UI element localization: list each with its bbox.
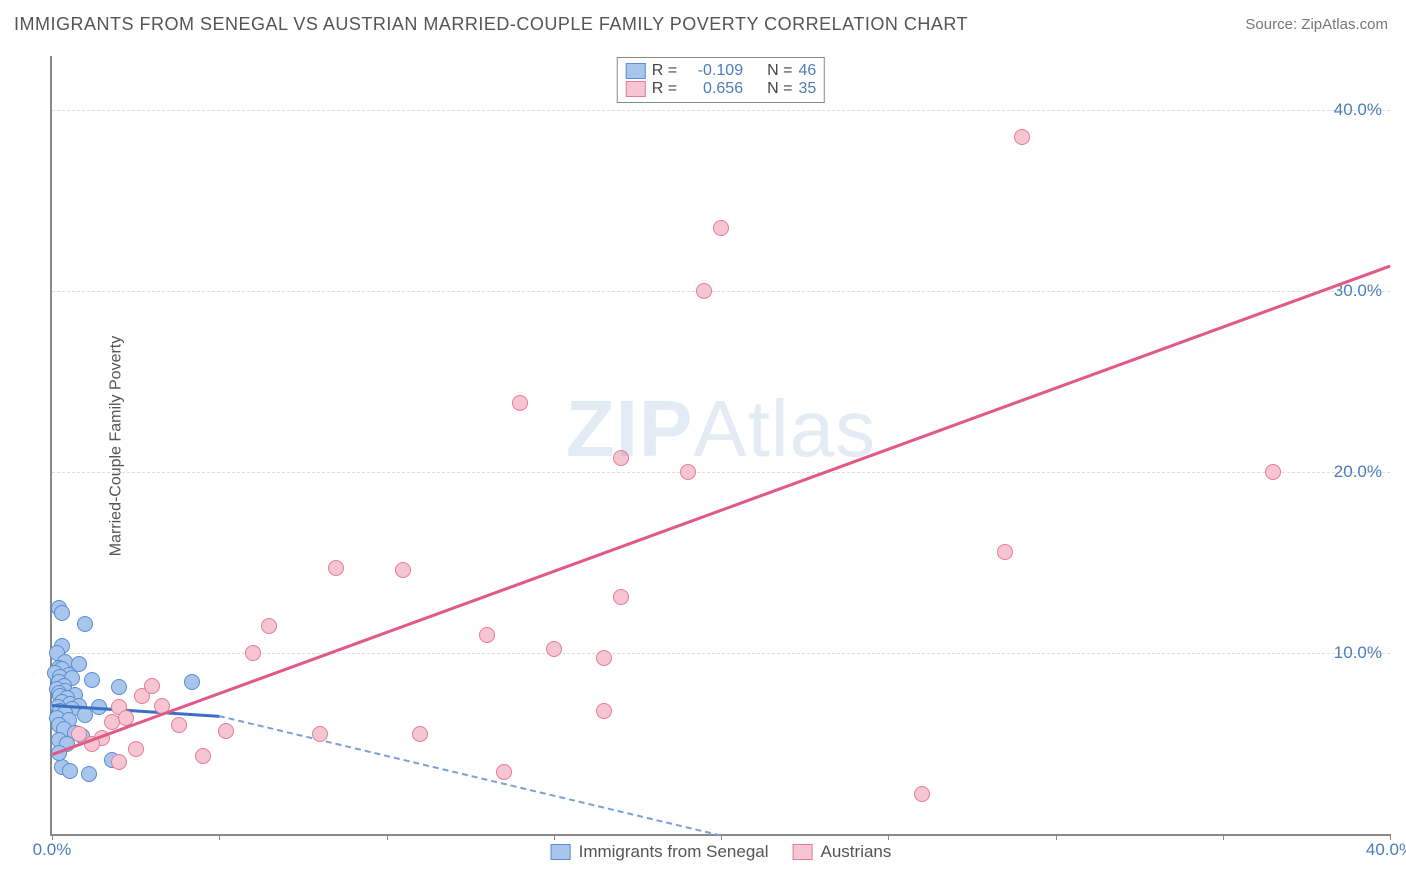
chart-container: IMMIGRANTS FROM SENEGAL VS AUSTRIAN MARR…: [0, 0, 1406, 892]
source-attribution: Source: ZipAtlas.com: [1245, 16, 1388, 33]
data-point-senegal: [111, 679, 127, 695]
data-point-austrians: [218, 723, 234, 739]
x-tick-mark: [387, 834, 388, 840]
series-legend-item: Immigrants from Senegal: [551, 842, 769, 862]
chart-title: IMMIGRANTS FROM SENEGAL VS AUSTRIAN MARR…: [14, 14, 968, 35]
data-point-austrians: [328, 560, 344, 576]
data-point-austrians: [479, 627, 495, 643]
x-tick-mark: [1056, 834, 1057, 840]
gridline: [52, 472, 1390, 473]
data-point-austrians: [596, 650, 612, 666]
data-point-austrians: [596, 703, 612, 719]
legend-swatch: [626, 63, 646, 79]
data-point-austrians: [104, 714, 120, 730]
data-point-austrians: [613, 589, 629, 605]
data-point-austrians: [997, 544, 1013, 560]
series-legend-item: Austrians: [793, 842, 892, 862]
data-point-austrians: [613, 450, 629, 466]
data-point-austrians: [713, 220, 729, 236]
series-legend-label: Immigrants from Senegal: [579, 842, 769, 862]
source-prefix: Source:: [1245, 16, 1301, 33]
y-tick-label: 20.0%: [1334, 462, 1382, 482]
x-tick-mark: [888, 834, 889, 840]
data-point-austrians: [412, 726, 428, 742]
x-tick-mark: [219, 834, 220, 840]
data-point-senegal: [77, 616, 93, 632]
data-point-austrians: [261, 618, 277, 634]
data-point-senegal: [81, 766, 97, 782]
x-tick-label: 0.0%: [33, 840, 72, 860]
correlation-legend-row: R = -0.109 N = 46: [626, 62, 816, 80]
data-point-austrians: [128, 741, 144, 757]
trend-line: [52, 264, 1391, 755]
x-tick-mark: [52, 834, 53, 840]
data-point-austrians: [171, 717, 187, 733]
data-point-senegal: [84, 672, 100, 688]
data-point-austrians: [312, 726, 328, 742]
legend-n-value: 35: [798, 80, 816, 98]
series-legend-label: Austrians: [821, 842, 892, 862]
data-point-austrians: [680, 464, 696, 480]
correlation-legend-row: R = 0.656 N = 35: [626, 80, 816, 98]
gridline: [52, 291, 1390, 292]
legend-n-label: N =: [767, 80, 792, 98]
x-tick-mark: [1223, 834, 1224, 840]
legend-swatch: [793, 844, 813, 860]
data-point-austrians: [1265, 464, 1281, 480]
legend-r-label: R =: [652, 62, 677, 80]
legend-r-value: 0.656: [683, 80, 743, 98]
plot-inner: 10.0%20.0%30.0%40.0%0.0%40.0%: [52, 56, 1390, 834]
y-tick-label: 40.0%: [1334, 100, 1382, 120]
data-point-austrians: [195, 748, 211, 764]
x-tick-label: 40.0%: [1366, 840, 1406, 860]
data-point-austrians: [144, 678, 160, 694]
source-name: ZipAtlas.com: [1301, 16, 1388, 33]
legend-n-value: 46: [798, 62, 816, 80]
data-point-austrians: [546, 641, 562, 657]
data-point-austrians: [111, 754, 127, 770]
data-point-austrians: [696, 283, 712, 299]
y-tick-label: 10.0%: [1334, 643, 1382, 663]
x-tick-mark: [721, 834, 722, 840]
data-point-senegal: [184, 674, 200, 690]
legend-r-value: -0.109: [683, 62, 743, 80]
x-tick-mark: [1390, 834, 1391, 840]
data-point-austrians: [914, 786, 930, 802]
plot-area: 10.0%20.0%30.0%40.0%0.0%40.0% ZIPAtlas R…: [50, 56, 1390, 836]
legend-n-label: N =: [767, 62, 792, 80]
x-tick-mark: [554, 834, 555, 840]
gridline: [52, 110, 1390, 111]
legend-swatch: [551, 844, 571, 860]
legend-r-label: R =: [652, 80, 677, 98]
legend-swatch: [626, 81, 646, 97]
data-point-austrians: [245, 645, 261, 661]
data-point-austrians: [395, 562, 411, 578]
data-point-senegal: [62, 763, 78, 779]
series-legend: Immigrants from Senegal Austrians: [551, 842, 892, 862]
data-point-austrians: [512, 395, 528, 411]
data-point-austrians: [1014, 129, 1030, 145]
data-point-austrians: [496, 764, 512, 780]
data-point-senegal: [54, 605, 70, 621]
correlation-legend: R = -0.109 N = 46 R = 0.656 N = 35: [617, 57, 825, 103]
trend-line: [219, 715, 721, 836]
